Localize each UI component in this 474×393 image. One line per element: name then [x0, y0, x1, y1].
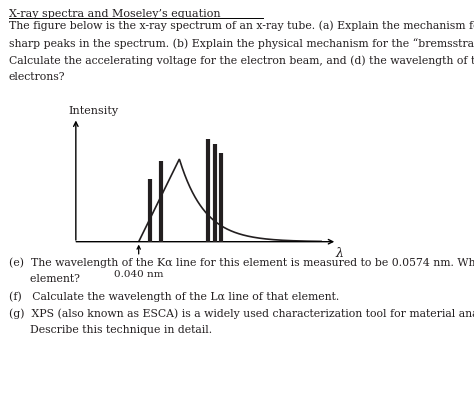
- Text: Calculate the accelerating voltage for the electron beam, and (d) the wavelength: Calculate the accelerating voltage for t…: [9, 55, 474, 66]
- Text: λ: λ: [336, 248, 344, 261]
- Text: Intensity: Intensity: [68, 107, 118, 116]
- Text: (f)   Calculate the wavelength of the Lα line of that element.: (f) Calculate the wavelength of the Lα l…: [9, 291, 339, 302]
- Text: The figure below is the x-ray spectrum of an x-ray tube. (a) Explain the mechani: The figure below is the x-ray spectrum o…: [9, 20, 474, 31]
- Text: (g)  XPS (also known as ESCA) is a widely used characterization tool for materia: (g) XPS (also known as ESCA) is a widely…: [9, 308, 474, 319]
- Text: electrons?: electrons?: [9, 72, 65, 82]
- Text: 0.040 nm: 0.040 nm: [114, 270, 164, 279]
- Text: X-ray spectra and Moseley’s equation: X-ray spectra and Moseley’s equation: [9, 9, 220, 18]
- Text: Describe this technique in detail.: Describe this technique in detail.: [9, 325, 212, 335]
- Text: element?: element?: [9, 274, 80, 284]
- Text: sharp peaks in the spectrum. (b) Explain the physical mechanism for the “bremsst: sharp peaks in the spectrum. (b) Explain…: [9, 38, 474, 48]
- Text: (e)  The wavelength of the Kα line for this element is measured to be 0.0574 nm.: (e) The wavelength of the Kα line for th…: [9, 257, 474, 268]
